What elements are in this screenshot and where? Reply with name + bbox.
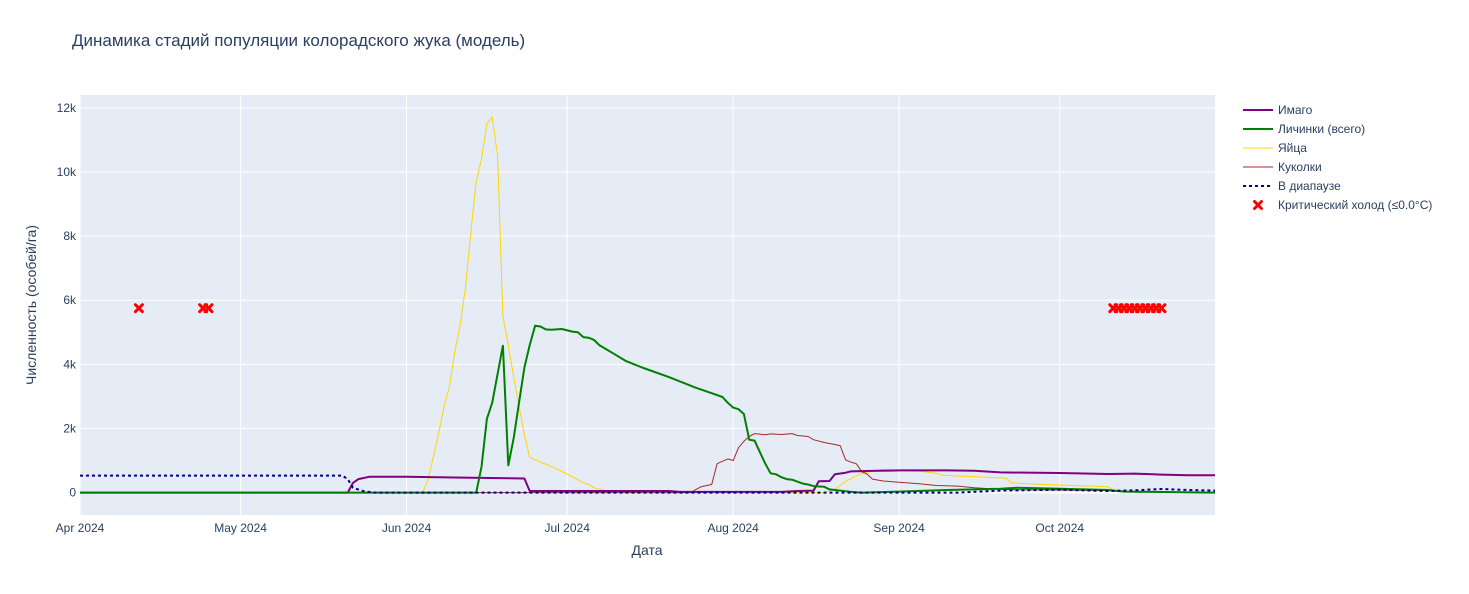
y-axis-title: Численность (особей/га) (23, 225, 39, 385)
y-tick-label: 12k (57, 101, 77, 115)
cold-marker (133, 303, 144, 314)
y-tick-label: 2k (63, 421, 77, 435)
x-axis: Apr 2024 May 2024 Jun 2024 Jul 2024 Aug 2024… (56, 521, 1085, 535)
series-line-2 (80, 116, 1216, 494)
y-tick-label: 6k (63, 293, 77, 307)
x-tick-label: Apr 2024 (56, 521, 105, 535)
x-tick-label: Jun 2024 (382, 521, 432, 535)
legend-label-2: Яйца (1278, 141, 1307, 155)
plot-area[interactable] (80, 95, 1215, 515)
grid (79, 95, 1215, 515)
series-line-3 (80, 433, 1216, 494)
y-tick-label: 8k (63, 229, 77, 243)
x-tick-label: Oct 2024 (1035, 521, 1084, 535)
legend-label-0: Имаго (1278, 103, 1313, 117)
cold-marker (1156, 303, 1167, 314)
series-line-4 (80, 474, 1216, 494)
legend-label-4: В диапаузе (1278, 179, 1341, 193)
chart-title: Динамика стадий популяции колорадского ж… (72, 31, 525, 50)
marker-layer (133, 303, 1167, 314)
x-tick-label: May 2024 (214, 521, 267, 535)
x-tick-label: Sep 2024 (873, 521, 925, 535)
cold-marker (203, 303, 214, 314)
legend: Имаго Личинки (всего) Яйца Куколки В диапауз… (1243, 103, 1432, 212)
legend-swatch-5 (1253, 200, 1263, 210)
x-axis-title: Дата (631, 542, 662, 558)
legend-label-1: Личинки (всего) (1278, 122, 1365, 136)
legend-label-3: Куколки (1278, 160, 1322, 174)
series-line-1 (80, 324, 1216, 494)
y-axis: 0 2k 4k 6k 8k 10k 12k (57, 101, 77, 500)
x-tick-label: Aug 2024 (707, 521, 759, 535)
x-tick-label: Jul 2024 (545, 521, 591, 535)
series-layer (80, 116, 1216, 494)
y-tick-label: 0 (69, 486, 76, 500)
y-tick-label: 4k (63, 357, 77, 371)
legend-label-5: Критический холод (≤0.0°C) (1278, 198, 1432, 212)
series-line-0 (80, 469, 1215, 494)
y-tick-label: 10k (57, 165, 77, 179)
